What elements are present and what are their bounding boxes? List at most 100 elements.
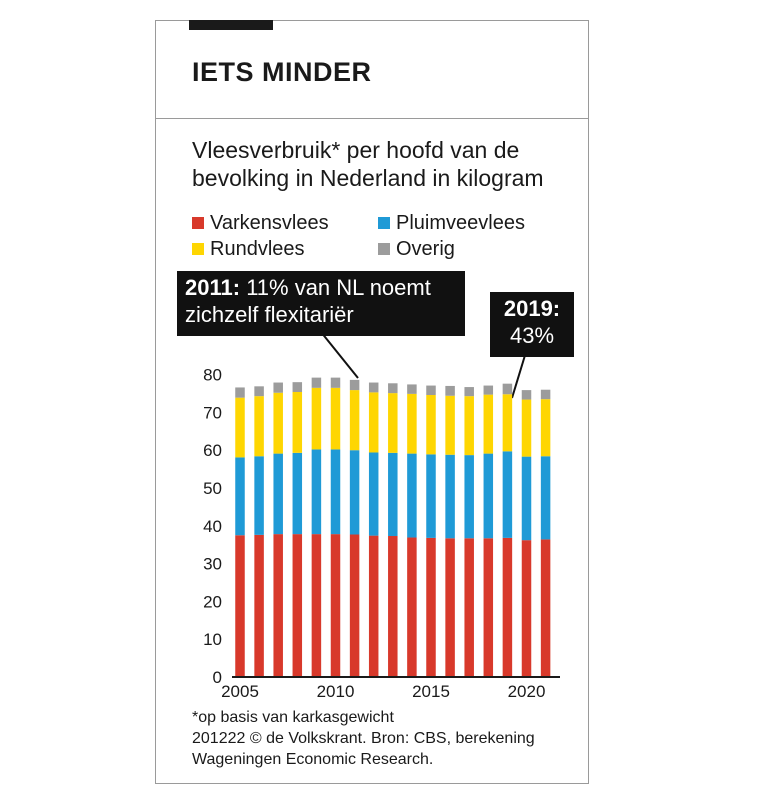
bar-rundvlees-2008 bbox=[292, 391, 303, 453]
footnote: *op basis van karkasgewicht bbox=[192, 709, 394, 726]
bar-pluimveevlees-2010 bbox=[330, 449, 341, 535]
x-tick-label-2015: 2015 bbox=[412, 682, 450, 701]
bar-rundvlees-2020 bbox=[521, 399, 532, 457]
chart-subtitle: Vleesverbruik* per hoofd van de bevolkin… bbox=[192, 137, 544, 191]
bar-rundvlees-2019 bbox=[502, 394, 513, 452]
bar-overig-2013 bbox=[388, 383, 398, 394]
bar-overig-2014 bbox=[407, 384, 417, 394]
bar-varkensvlees-2011 bbox=[349, 534, 360, 677]
bar-varkensvlees-2016 bbox=[445, 538, 455, 677]
header-accent-bar bbox=[189, 20, 273, 30]
bar-rundvlees-2012 bbox=[368, 392, 379, 453]
callout-2019-leader-line bbox=[511, 351, 527, 399]
bar-rundvlees-2021 bbox=[540, 399, 551, 457]
bar-varkensvlees-2020 bbox=[521, 540, 532, 677]
bar-pluimveevlees-2006 bbox=[254, 456, 264, 535]
bar-overig-2010 bbox=[330, 377, 341, 388]
y-tick-label-30: 30 bbox=[203, 555, 222, 574]
callout-2011-leader-line bbox=[320, 331, 359, 379]
bar-varkensvlees-2008 bbox=[292, 534, 303, 677]
header-divider bbox=[156, 118, 588, 119]
y-tick-label-50: 50 bbox=[203, 479, 222, 498]
bar-pluimveevlees-2021 bbox=[540, 456, 551, 540]
legend-swatch-pluimveevlees bbox=[378, 217, 390, 229]
bar-pluimveevlees-2015 bbox=[426, 454, 436, 538]
bar-pluimveevlees-2012 bbox=[368, 452, 379, 536]
bar-varkensvlees-2009 bbox=[311, 534, 322, 677]
bar-overig-2020 bbox=[521, 390, 532, 400]
bar-varkensvlees-2007 bbox=[273, 534, 283, 677]
legend-label-overig: Overig bbox=[396, 238, 455, 260]
bar-varkensvlees-2019 bbox=[502, 537, 513, 677]
bar-rundvlees-2009 bbox=[311, 387, 322, 450]
legend-label-varkensvlees: Varkensvlees bbox=[210, 212, 329, 234]
bar-rundvlees-2014 bbox=[407, 393, 417, 454]
bar-rundvlees-2016 bbox=[445, 395, 455, 455]
y-tick-label-60: 60 bbox=[203, 441, 222, 460]
kicker-title: IETS MINDER bbox=[192, 57, 372, 87]
bar-varkensvlees-2018 bbox=[483, 538, 494, 677]
bar-varkensvlees-2017 bbox=[464, 538, 474, 677]
bar-overig-2016 bbox=[445, 385, 455, 396]
y-tick-label-0: 0 bbox=[213, 668, 222, 687]
legend-swatch-rundvlees bbox=[192, 243, 204, 255]
bar-varkensvlees-2005 bbox=[235, 535, 245, 677]
bar-overig-2009 bbox=[311, 377, 322, 388]
bar-pluimveevlees-2018 bbox=[483, 453, 494, 539]
bar-pluimveevlees-2013 bbox=[388, 452, 398, 537]
legend-label-rundvlees: Rundvlees bbox=[210, 238, 305, 260]
legend-item-overig: Overig bbox=[378, 237, 455, 261]
bar-rundvlees-2013 bbox=[388, 393, 398, 453]
bar-pluimveevlees-2020 bbox=[521, 456, 532, 541]
bar-varkensvlees-2010 bbox=[330, 534, 341, 677]
legend-item-varkensvlees: Varkensvlees bbox=[192, 211, 329, 235]
notes: *op basis van karkasgewicht 201222 © de … bbox=[192, 707, 592, 770]
x-tick-label-2010: 2010 bbox=[317, 682, 355, 701]
y-tick-label-40: 40 bbox=[203, 517, 222, 536]
bar-overig-2007 bbox=[273, 382, 283, 393]
bar-overig-2012 bbox=[368, 382, 379, 393]
y-tick-label-10: 10 bbox=[203, 630, 222, 649]
bar-varkensvlees-2014 bbox=[407, 537, 417, 677]
callout-2011-year: 2011: bbox=[185, 275, 241, 300]
source-line-1: 201222 © de Volkskrant. Bron: CBS, berek… bbox=[192, 730, 535, 747]
legend-item-pluimveevlees: Pluimveevlees bbox=[378, 211, 525, 235]
bar-pluimveevlees-2017 bbox=[464, 455, 474, 539]
callout-2011-text-line1: 11% van NL noemt bbox=[246, 275, 431, 300]
bar-overig-2006 bbox=[254, 386, 264, 397]
infographic-card: IETS MINDER Vleesverbruik* per hoofd van… bbox=[155, 20, 589, 784]
callout-2011-text-line2: zichzelf flexitariër bbox=[185, 302, 354, 327]
bar-rundvlees-2006 bbox=[254, 396, 264, 457]
bar-overig-2008 bbox=[292, 382, 303, 392]
bar-pluimveevlees-2009 bbox=[311, 449, 322, 535]
callout-2011: 2011: 11% van NL noemt zichzelf flexitar… bbox=[177, 271, 465, 336]
bar-rundvlees-2018 bbox=[483, 394, 494, 454]
bar-varkensvlees-2021 bbox=[540, 539, 551, 677]
bar-pluimveevlees-2007 bbox=[273, 453, 283, 535]
bar-overig-2011 bbox=[349, 379, 360, 391]
callout-2019-text: 43% bbox=[509, 323, 555, 348]
x-axis-labels: 2005 2010 2015 2020 bbox=[221, 682, 545, 701]
y-tick-label-80: 80 bbox=[203, 366, 222, 385]
bar-varkensvlees-2012 bbox=[368, 535, 379, 677]
bar-pluimveevlees-2005 bbox=[235, 457, 245, 536]
callout-2019-year: 2019: bbox=[503, 296, 561, 321]
callout-2019: 2019: 43% bbox=[490, 292, 574, 357]
source-line-2: Wageningen Economic Research. bbox=[192, 751, 434, 768]
bar-pluimveevlees-2016 bbox=[445, 454, 455, 539]
bar-rundvlees-2010 bbox=[330, 387, 341, 450]
bar-pluimveevlees-2008 bbox=[292, 452, 303, 535]
legend-swatch-varkensvlees bbox=[192, 217, 204, 229]
bar-overig-2015 bbox=[426, 385, 436, 396]
bar-overig-2017 bbox=[464, 387, 474, 397]
bar-overig-2019 bbox=[502, 383, 513, 395]
bar-rundvlees-2015 bbox=[426, 395, 436, 455]
x-tick-label-2005: 2005 bbox=[221, 682, 259, 701]
y-tick-label-70: 70 bbox=[203, 403, 222, 422]
bar-overig-2018 bbox=[483, 385, 494, 395]
bar-varkensvlees-2013 bbox=[388, 536, 398, 677]
legend-item-rundvlees: Rundvlees bbox=[192, 237, 305, 261]
bar-rundvlees-2007 bbox=[273, 392, 283, 454]
legend-swatch-overig bbox=[378, 243, 390, 255]
